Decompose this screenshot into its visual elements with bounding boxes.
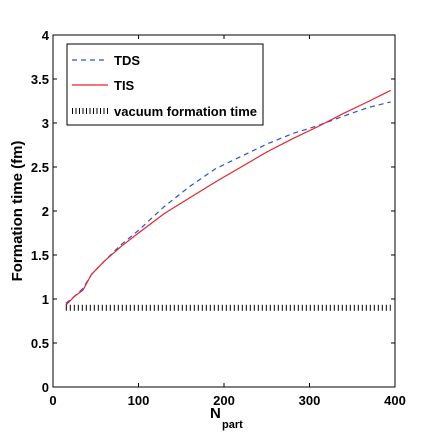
legend: TDS TIS vacuum formation time [66, 43, 264, 126]
x-axis-label-subscript: part [222, 419, 243, 431]
series-line-tis [65, 89, 391, 306]
x-tick-label: 200 [213, 393, 235, 408]
y-axis-label: Formation time (fm) [9, 141, 26, 282]
y-tick-label: 1 [42, 292, 49, 307]
y-tick-label: 1.5 [31, 248, 49, 263]
y-tick-label: 0 [42, 380, 49, 395]
x-tick-label: 300 [299, 393, 321, 408]
legend-label-tds: TDS [114, 53, 140, 68]
y-tick-label: 2 [42, 204, 49, 219]
y-tick-label: 4 [42, 28, 50, 43]
x-tick-label: 0 [49, 393, 56, 408]
y-tick-label: 3.5 [31, 72, 49, 87]
axis-ticks: 0 100 200 300 400 0 0.5 1 1.5 2 2.5 3 3.5 4 [31, 28, 406, 408]
y-tick-label: 3 [42, 116, 49, 131]
x-tick-label: 100 [128, 393, 150, 408]
legend-label-tis: TIS [114, 78, 135, 93]
x-tick-label: 400 [384, 393, 406, 408]
x-axis-label: N [210, 405, 221, 422]
y-tick-label: 2.5 [31, 160, 49, 175]
legend-label-vacuum: vacuum formation time [114, 104, 257, 119]
series-lines [65, 89, 391, 311]
series-line-tds [65, 101, 391, 304]
y-tick-label: 0.5 [31, 336, 49, 351]
